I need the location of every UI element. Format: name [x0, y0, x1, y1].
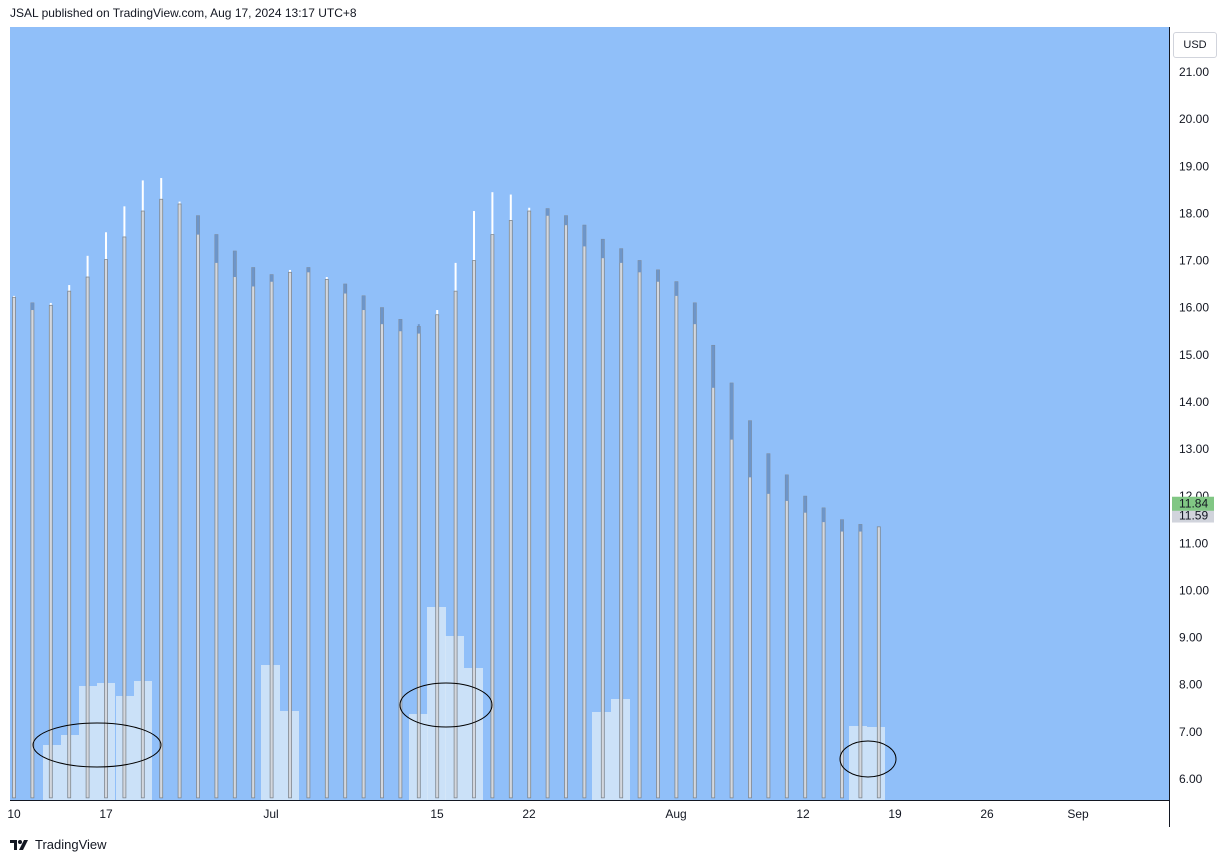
price-axis[interactable] — [1169, 27, 1223, 827]
tradingview-logo-icon — [10, 839, 28, 850]
brand-label: TradingView — [35, 837, 107, 852]
publish-info: JSAL published on TradingView.com, Aug 1… — [10, 6, 357, 20]
chart-plot-area[interactable] — [10, 27, 1169, 800]
time-axis[interactable] — [10, 800, 1169, 828]
currency-button[interactable]: USD — [1173, 32, 1217, 58]
tradingview-footer[interactable]: TradingView — [10, 837, 107, 852]
